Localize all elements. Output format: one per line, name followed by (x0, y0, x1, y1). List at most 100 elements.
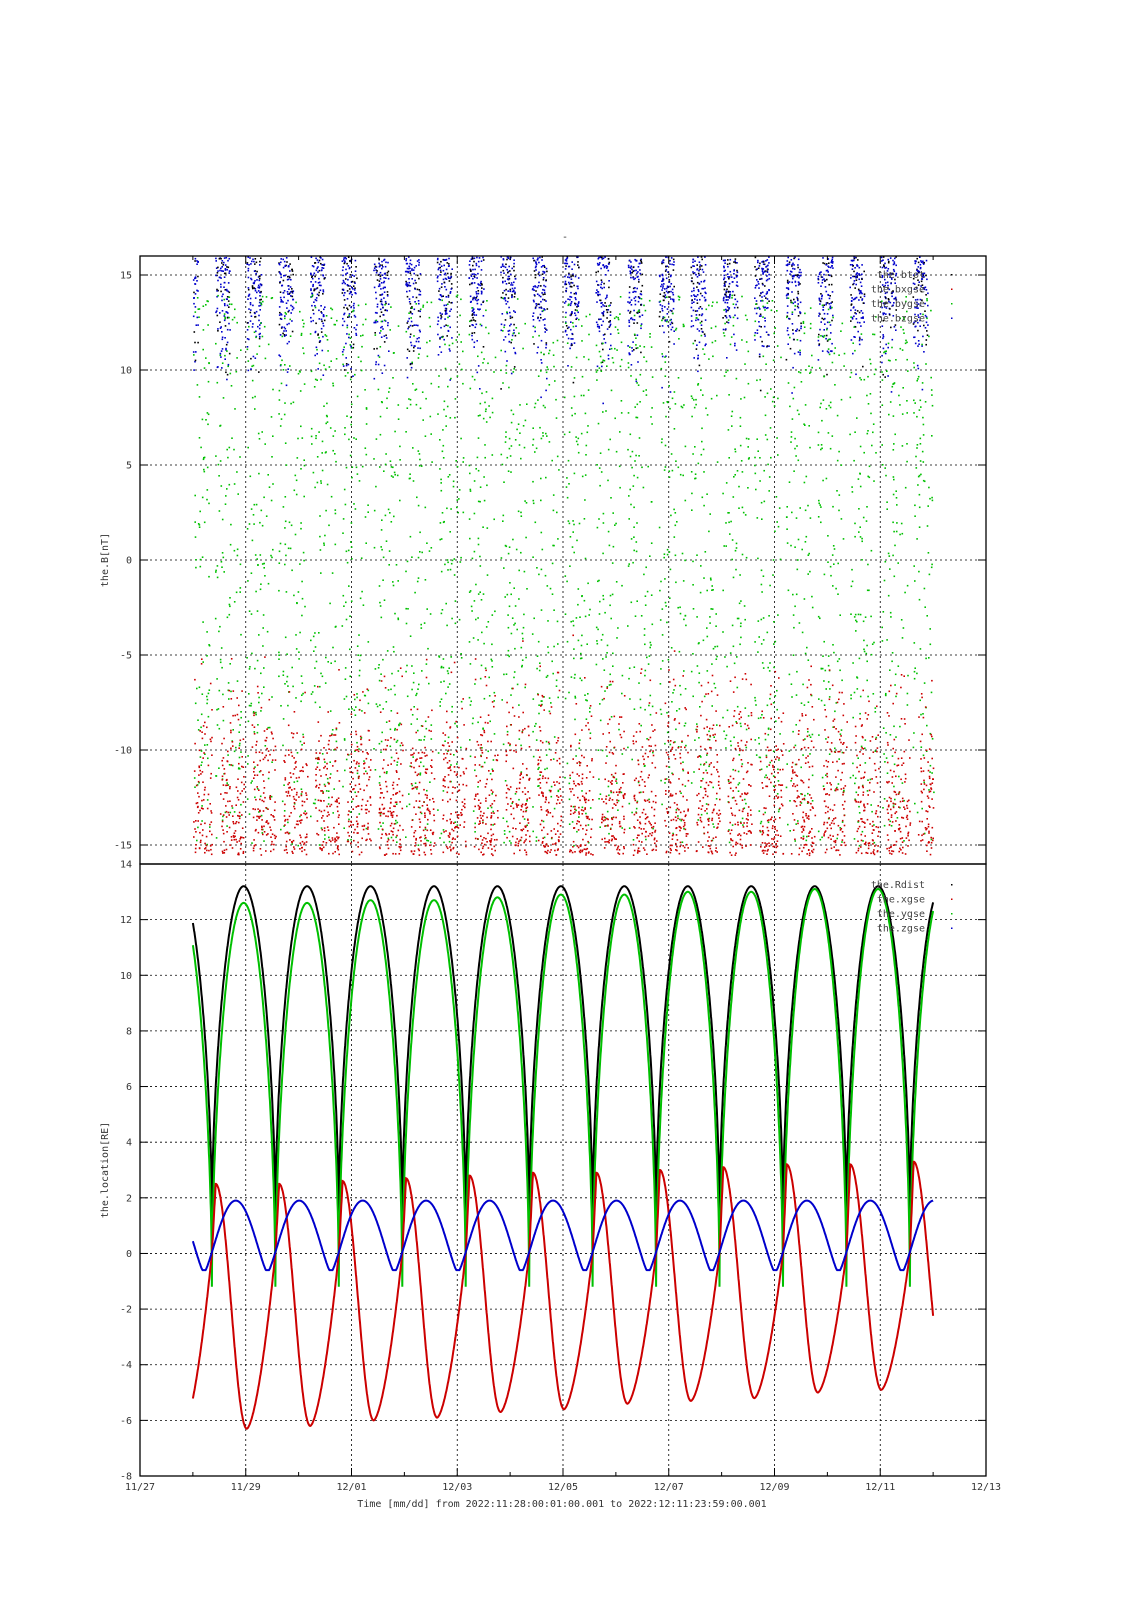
scatter-point (520, 772, 522, 775)
scatter-point (455, 852, 458, 855)
scatter-point (455, 295, 458, 298)
scatter-point (568, 691, 570, 694)
scatter-point (343, 257, 345, 259)
scatter-point (634, 303, 637, 306)
scatter-point (235, 370, 238, 373)
scatter-point (337, 846, 339, 848)
scatter-point (409, 262, 411, 265)
scatter-point (606, 644, 609, 647)
scatter-point (350, 600, 353, 602)
scatter-point (342, 266, 344, 268)
scatter-point (481, 765, 484, 768)
scatter-point (284, 832, 287, 834)
scatter-point (525, 838, 527, 841)
scatter-point (352, 788, 354, 791)
scatter-point (621, 753, 624, 755)
scatter-point (475, 583, 477, 586)
scatter-point (352, 375, 354, 377)
scatter-point (197, 792, 199, 794)
scatter-point (610, 497, 612, 499)
scatter-point (217, 328, 219, 330)
scatter-point (389, 807, 391, 809)
scatter-point (347, 278, 349, 281)
scatter-point (510, 282, 513, 284)
scatter-point (218, 257, 221, 260)
scatter-point (409, 270, 411, 273)
scatter-point (441, 299, 443, 302)
scatter-point (239, 563, 242, 566)
scatter-point (564, 282, 567, 285)
scatter-point (224, 792, 226, 794)
scatter-point (346, 415, 348, 417)
scatter-point (224, 358, 226, 360)
scatter-point (352, 798, 354, 800)
scatter-point (338, 780, 341, 782)
scatter-point (220, 270, 223, 272)
scatter-point (538, 778, 541, 780)
scatter-point (560, 815, 562, 818)
scatter-point (460, 700, 463, 703)
scatter-point (559, 762, 561, 765)
scatter-point (584, 801, 587, 804)
scatter-point (514, 287, 516, 289)
scatter-point (456, 763, 458, 765)
scatter-point (419, 806, 421, 809)
scatter-point (378, 262, 380, 265)
scatter-point (240, 716, 242, 719)
scatter-point (425, 772, 428, 774)
scatter-point (532, 325, 535, 328)
scatter-point (323, 758, 326, 761)
scatter-point (287, 704, 289, 707)
scatter-point (412, 853, 415, 855)
scatter-point (409, 336, 411, 338)
scatter-point (480, 599, 483, 601)
scatter-point (416, 288, 419, 291)
scatter-point (477, 786, 479, 788)
scatter-point (323, 308, 325, 311)
scatter-point (197, 826, 199, 829)
scatter-point (291, 843, 293, 845)
scatter-point (382, 314, 385, 316)
scatter-point (546, 377, 548, 380)
scatter-point (252, 287, 254, 290)
scatter-point (563, 433, 566, 436)
scatter-point (305, 763, 307, 765)
scatter-point (557, 839, 560, 841)
scatter-point (507, 614, 509, 616)
scatter-point (222, 815, 224, 818)
scatter-point (506, 360, 508, 362)
scatter-point (234, 714, 236, 717)
scatter-point (529, 835, 531, 838)
scatter-point (355, 820, 358, 823)
scatter-point (547, 810, 549, 813)
scatter-point (608, 326, 611, 328)
scatter-point (292, 852, 294, 854)
scatter-point (258, 301, 261, 304)
scatter-point (408, 284, 411, 287)
scatter-point (585, 315, 588, 318)
scatter-point (608, 839, 611, 841)
scatter-point (235, 786, 238, 789)
scatter-point (440, 316, 443, 318)
scatter-point (589, 771, 591, 773)
scatter-point (406, 376, 409, 379)
scatter-point (477, 298, 480, 301)
scatter-point (220, 290, 222, 293)
scatter-point (321, 790, 324, 792)
scatter-point (389, 460, 392, 462)
scatter-point (620, 736, 623, 739)
scatter-point (344, 292, 346, 294)
scatter-point (613, 836, 615, 839)
scatter-point (223, 737, 225, 740)
scatter-point (426, 839, 428, 842)
scatter-point (514, 844, 517, 847)
scatter-point (481, 287, 483, 289)
scatter-point (251, 780, 253, 782)
scatter-point (384, 320, 387, 322)
scatter-point (438, 287, 441, 290)
scatter-point (442, 429, 444, 431)
scatter-point (639, 269, 641, 271)
scatter-point (541, 829, 543, 832)
scatter-point (390, 763, 392, 765)
scatter-point (385, 780, 387, 783)
